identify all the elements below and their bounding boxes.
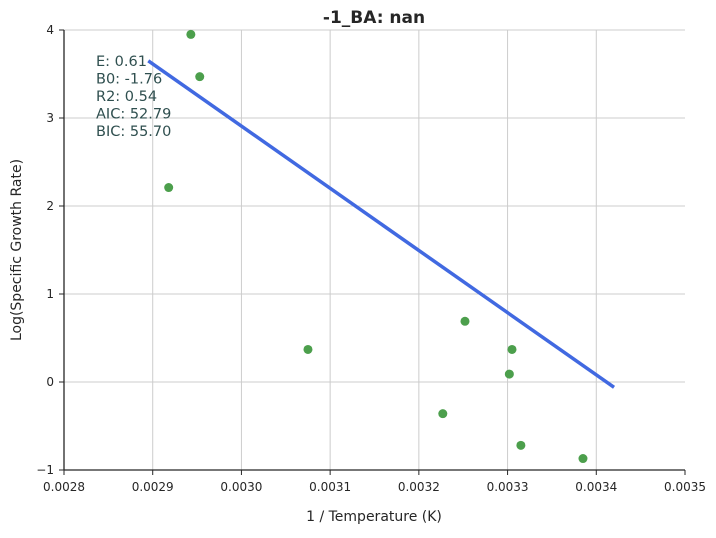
x-tick-label: 0.0035 (664, 480, 706, 494)
fit-line-layer (147, 59, 616, 389)
fit-line (147, 59, 616, 389)
fit-stat-label: AIC: 52.79 (96, 107, 171, 123)
y-tick-label: 3 (46, 111, 54, 125)
chart-title: -1_BA: nan (323, 8, 425, 28)
x-axis-label: 1 / Temperature (K) (306, 509, 442, 525)
data-point (164, 183, 174, 193)
points-layer (164, 29, 588, 464)
x-tick-label: 0.0034 (575, 480, 617, 494)
data-point (303, 344, 313, 354)
data-point (186, 29, 196, 39)
data-point (460, 316, 470, 326)
x-tick-label: 0.0031 (309, 480, 351, 494)
y-tick-label: −1 (36, 463, 54, 477)
y-tick-label: 1 (46, 287, 54, 301)
data-point (516, 440, 526, 450)
fit-stat-label: R2: 0.54 (96, 89, 157, 105)
axes (63, 30, 685, 471)
x-tick-label: 0.0029 (132, 480, 174, 494)
x-tick-label: 0.0033 (487, 480, 529, 494)
fit-stat-label: BIC: 55.70 (96, 124, 171, 140)
data-point (438, 409, 448, 419)
x-tick-label: 0.0030 (220, 480, 262, 494)
data-point (578, 454, 588, 464)
y-tick-label: 0 (46, 375, 54, 389)
grid (64, 29, 685, 470)
ticks: 0.0028 0.0029 0.0030 0.0031 0.0032 0.0033 0.00… (36, 23, 706, 494)
y-axis-label: Log(Specific Growth Rate) (9, 159, 25, 341)
y-tick-label: 4 (46, 23, 54, 37)
data-point (195, 72, 205, 82)
data-point (507, 344, 517, 354)
data-point (504, 369, 514, 379)
fit-stat-label: B0: -1.76 (96, 72, 162, 88)
x-tick-label: 0.0032 (398, 480, 440, 494)
fit-stat-label: E: 0.61 (96, 54, 147, 70)
y-tick-label: 2 (46, 199, 54, 213)
x-tick-label: 0.0028 (43, 480, 85, 494)
